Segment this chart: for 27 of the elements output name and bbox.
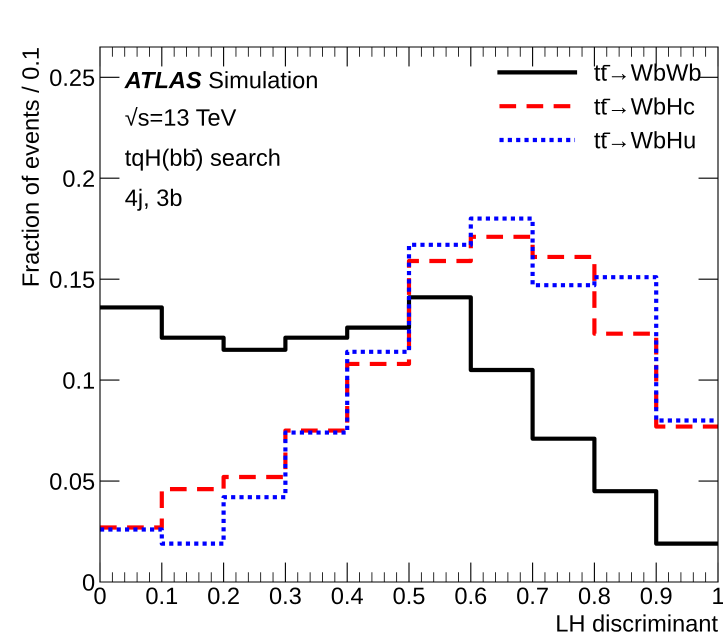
y-tick-label: 0.15 <box>50 271 94 288</box>
y-tick-label: 0.05 <box>50 473 94 490</box>
x-tick-label: 0.5 <box>394 587 424 604</box>
x-tick-label: 0 <box>94 587 106 604</box>
y-tick-label: 0.25 <box>50 69 94 86</box>
x-tick-label: 0.1 <box>146 587 178 604</box>
y-tick-label: 0.1 <box>63 372 94 389</box>
legend-label: tt̄→WbHu <box>594 131 695 148</box>
annotation: ATLAS <box>124 72 202 88</box>
x-tick-label: 0.7 <box>517 587 548 604</box>
x-tick-label: 0.4 <box>332 587 363 604</box>
annotation: 4j, 3b <box>125 188 182 211</box>
annotation: √s=13 TeV <box>125 106 236 126</box>
y-tick-label: 0.2 <box>63 170 94 188</box>
x-tick-label: 0.9 <box>640 587 672 604</box>
annotation: Simulation <box>209 71 317 88</box>
x-tick-label: 0.2 <box>208 587 239 604</box>
x-tick-label: 1 <box>713 588 723 604</box>
x-tick-label: 0.8 <box>578 587 610 604</box>
legend-label: tt̄→WbHc <box>594 97 694 115</box>
y-tick-label: 0 <box>82 574 94 591</box>
x-tick-label: 0.3 <box>270 587 301 604</box>
x-tick-label: 0.6 <box>455 587 486 604</box>
annotation: tqH(bb̄) search <box>125 148 280 171</box>
x-axis-title: LH discriminant <box>557 614 718 632</box>
legend-label: tt̄→WbWb <box>594 64 700 81</box>
y-axis-title: Fraction of events / 0.1 <box>22 48 39 286</box>
